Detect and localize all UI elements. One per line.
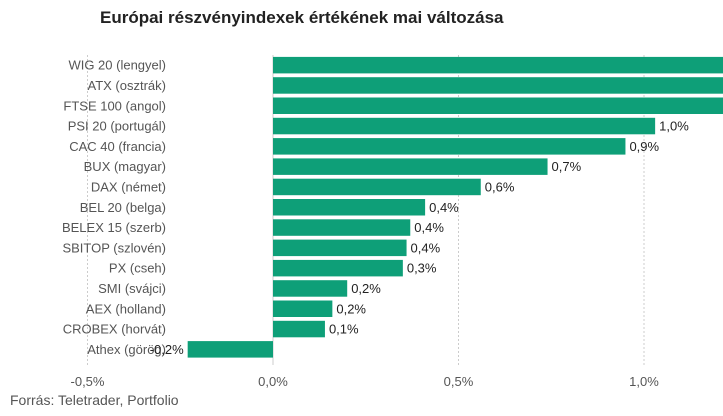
category-label: AEX (holland) — [86, 301, 166, 316]
category-label: BELEX 15 (szerb) — [62, 220, 166, 235]
bar — [273, 320, 325, 338]
value-label: -0,2% — [150, 342, 184, 357]
category-label: DAX (német) — [91, 179, 166, 194]
x-tick-label: 1,0% — [629, 374, 659, 389]
bar — [273, 117, 656, 135]
category-label: CROBEX (horvát) — [63, 322, 166, 337]
category-label: BUX (magyar) — [84, 159, 166, 174]
category-label: FTSE 100 (angol) — [63, 98, 166, 113]
value-label: 0,7% — [552, 159, 582, 174]
category-label: BEL 20 (belga) — [80, 200, 166, 215]
bar — [273, 300, 333, 317]
value-label: 0,2% — [336, 301, 366, 316]
bar — [273, 259, 403, 277]
x-tick-label: 0,5% — [444, 374, 474, 389]
value-label: 0,9% — [629, 139, 659, 154]
bar — [273, 239, 407, 257]
bar — [273, 219, 411, 236]
value-label: 0,4% — [414, 220, 444, 235]
bar — [187, 341, 273, 358]
category-label: Athex (görög) — [87, 342, 166, 357]
category-label: SBITOP (szlovén) — [62, 240, 166, 255]
category-label: CAC 40 (francia) — [69, 139, 166, 154]
category-label: PSI 20 (portugál) — [68, 119, 166, 134]
bar — [273, 158, 548, 175]
value-label: 0,2% — [351, 281, 381, 296]
chart-title: Európai részvényindexek értékének mai vá… — [100, 8, 504, 27]
source-note: Forrás: Teletrader, Portfolio — [10, 392, 179, 408]
bar — [273, 77, 723, 94]
bar — [273, 138, 626, 155]
bar — [273, 178, 481, 196]
bar — [273, 280, 348, 297]
category-label: WIG 20 (lengyel) — [68, 58, 166, 73]
bar — [273, 199, 426, 216]
value-label: 0,3% — [407, 261, 437, 276]
value-label: 0,1% — [329, 322, 359, 337]
x-tick-label: 0,0% — [258, 374, 288, 389]
value-label: 1,0% — [659, 119, 689, 134]
value-label: 0,4% — [411, 240, 441, 255]
bar — [273, 56, 723, 74]
bar — [273, 97, 723, 114]
category-label: PX (cseh) — [109, 261, 166, 276]
category-label: ATX (osztrák) — [88, 78, 167, 93]
x-tick-label: -0,5% — [71, 374, 105, 389]
category-label: SMI (svájci) — [98, 281, 166, 296]
value-label: 0,6% — [485, 179, 515, 194]
value-label: 0,4% — [429, 200, 459, 215]
